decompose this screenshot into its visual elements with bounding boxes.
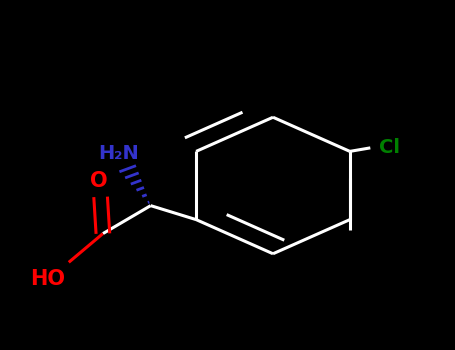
Text: Cl: Cl (379, 138, 400, 158)
Text: HO: HO (30, 269, 65, 289)
Text: O: O (90, 170, 107, 190)
Text: ₂N: ₂N (114, 144, 139, 162)
Text: H: H (98, 144, 114, 162)
